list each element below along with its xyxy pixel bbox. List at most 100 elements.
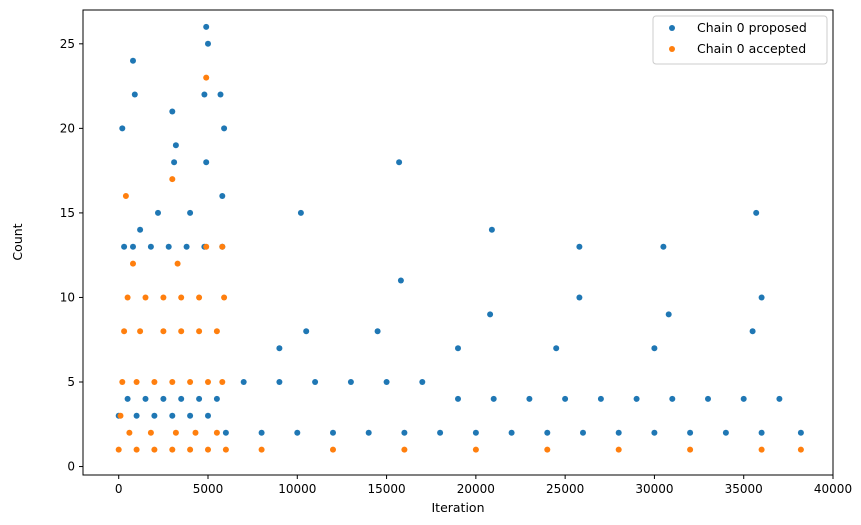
data-point-1-42: [147, 429, 154, 436]
data-point-0-52: [276, 345, 283, 352]
data-point-1-26: [178, 328, 185, 335]
data-point-1-16: [119, 379, 126, 385]
data-point-0-68: [201, 91, 208, 98]
data-point-0-40: [633, 395, 640, 402]
data-point-0-32: [347, 379, 354, 385]
data-point-0-49: [183, 243, 190, 250]
data-point-0-42: [705, 395, 711, 402]
data-point-0-45: [121, 243, 128, 250]
data-point-0-59: [576, 294, 583, 301]
data-point-0-29: [240, 379, 247, 385]
data-point-1-37: [203, 243, 210, 250]
data-point-0-22: [797, 429, 804, 436]
data-point-0-63: [758, 294, 765, 301]
data-point-0-35: [455, 395, 461, 402]
data-point-0-81: [172, 142, 179, 149]
data-points: [115, 23, 804, 453]
x-tick-label-0: 0: [115, 482, 123, 496]
data-point-0-85: [155, 209, 161, 216]
data-point-0-80: [205, 40, 211, 47]
data-point-0-4: [187, 412, 194, 419]
data-point-1-39: [203, 74, 210, 81]
data-point-1-43: [172, 429, 179, 436]
data-point-0-83: [219, 193, 226, 199]
data-point-1-27: [196, 328, 203, 335]
data-point-1-44: [192, 429, 199, 436]
data-point-1-12: [615, 446, 622, 453]
data-point-0-38: [562, 395, 569, 402]
data-point-0-21: [758, 429, 765, 436]
data-point-1-5: [205, 446, 211, 453]
data-point-1-18: [151, 379, 158, 385]
data-point-1-22: [219, 379, 226, 385]
data-point-0-53: [303, 328, 310, 335]
data-point-0-12: [437, 429, 444, 436]
data-point-0-62: [749, 328, 756, 335]
data-point-0-11: [401, 429, 408, 436]
data-point-0-43: [740, 395, 747, 402]
data-point-1-45: [213, 429, 220, 436]
data-point-1-2: [151, 446, 158, 453]
data-point-1-24: [137, 328, 144, 335]
x-tick-label-7: 35000: [725, 482, 763, 496]
data-point-1-17: [133, 379, 140, 385]
data-point-0-73: [396, 159, 403, 166]
data-point-1-20: [187, 379, 194, 385]
data-point-1-46: [122, 193, 129, 199]
data-point-1-25: [160, 328, 167, 335]
data-point-1-10: [472, 446, 479, 453]
data-point-1-1: [133, 446, 140, 453]
data-point-0-6: [222, 429, 229, 436]
data-point-0-66: [169, 108, 176, 115]
data-point-0-37: [526, 395, 533, 402]
data-point-0-20: [722, 429, 729, 436]
data-point-1-23: [121, 328, 128, 335]
data-point-0-67: [171, 159, 178, 166]
data-point-1-31: [160, 294, 167, 301]
y-tick-label-5: 25: [60, 37, 75, 51]
data-point-1-34: [221, 294, 228, 301]
data-point-1-4: [187, 446, 194, 453]
data-point-0-55: [397, 277, 404, 284]
data-point-1-21: [205, 379, 211, 385]
data-point-1-47: [169, 176, 176, 183]
data-point-0-64: [119, 125, 126, 132]
data-point-1-14: [758, 446, 765, 453]
plot-frame: [82, 9, 834, 476]
data-point-0-75: [576, 243, 583, 250]
legend-marker-accepted: [669, 46, 675, 52]
data-point-1-36: [174, 260, 181, 267]
data-point-1-0: [115, 446, 122, 453]
data-point-1-32: [178, 294, 185, 301]
data-point-0-19: [687, 429, 694, 436]
data-point-1-9: [401, 446, 408, 453]
data-point-1-35: [130, 260, 136, 267]
data-point-0-14: [508, 429, 515, 436]
data-point-1-41: [126, 429, 133, 436]
data-point-1-38: [219, 243, 226, 250]
data-point-0-72: [297, 209, 304, 216]
data-point-1-7: [258, 446, 265, 453]
data-point-0-71: [221, 125, 228, 132]
data-point-1-6: [222, 446, 229, 453]
data-point-0-76: [660, 243, 667, 250]
data-point-0-18: [651, 429, 658, 436]
data-point-0-69: [203, 159, 210, 166]
data-point-0-44: [776, 395, 783, 402]
data-point-1-33: [196, 294, 203, 301]
data-point-0-8: [294, 429, 301, 436]
y-tick-label-2: 10: [60, 290, 75, 304]
data-point-0-34: [419, 379, 426, 385]
data-point-0-82: [187, 209, 194, 216]
y-tick-label-0: 0: [67, 460, 75, 474]
data-point-1-8: [330, 446, 336, 453]
data-point-0-33: [383, 379, 390, 385]
y-axis-label: Count: [10, 223, 25, 260]
data-point-0-5: [205, 412, 211, 419]
y-tick-label-3: 15: [60, 206, 75, 220]
x-tick-label-4: 20000: [457, 482, 495, 496]
data-point-1-19: [169, 379, 176, 385]
data-point-0-25: [160, 395, 167, 402]
data-point-0-84: [137, 226, 144, 233]
